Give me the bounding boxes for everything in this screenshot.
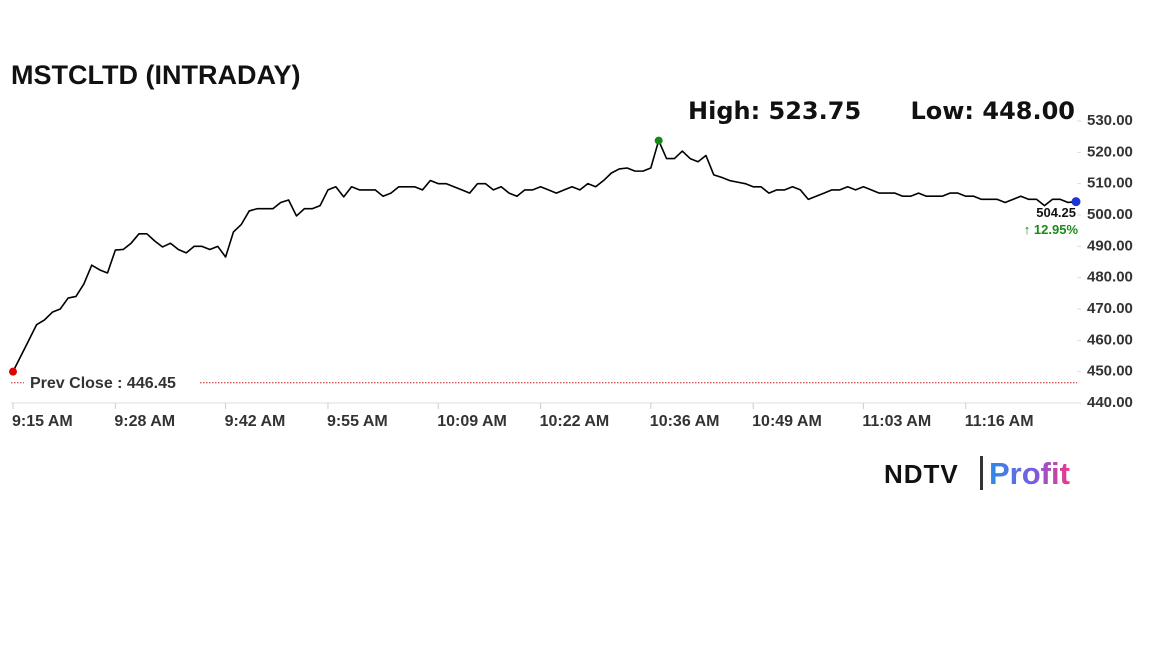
y-tick-label: 460.00 xyxy=(1087,331,1133,348)
x-tick-label: 10:49 AM xyxy=(752,413,822,430)
prev-close-label: Prev Close : 446.45 xyxy=(30,375,176,392)
low-label: Low: 448.00 xyxy=(910,97,1075,125)
y-tick-label: 480.00 xyxy=(1087,269,1133,286)
price-line xyxy=(12,139,1077,373)
y-tick-label: 450.00 xyxy=(1087,363,1133,380)
chart-title: MSTCLTD (INTRADAY) xyxy=(11,60,300,90)
change-label: ↑ 12.95% xyxy=(1024,222,1079,237)
y-tick-label: 490.00 xyxy=(1087,237,1133,254)
x-tick-label: 11:16 AM xyxy=(965,413,1034,430)
y-tick-label: 510.00 xyxy=(1087,175,1133,192)
y-tick-label: 440.00 xyxy=(1087,394,1133,411)
x-tick-label: 9:28 AM xyxy=(114,413,175,430)
x-tick-label: 10:36 AM xyxy=(650,413,720,430)
y-tick-label: 520.00 xyxy=(1087,143,1133,160)
x-tick-label: 9:55 AM xyxy=(327,413,388,430)
x-tick-label: 9:42 AM xyxy=(225,413,286,430)
y-tick-label: 470.00 xyxy=(1087,300,1133,317)
x-tick-label: 9:15 AM xyxy=(12,413,73,430)
y-tick-label: 500.00 xyxy=(1087,206,1133,223)
logo-profit: Profit xyxy=(989,456,1070,491)
logo-divider xyxy=(980,456,983,490)
high-marker xyxy=(654,136,663,145)
logo-ndtv: NDTV xyxy=(884,459,959,489)
x-tick-label: 11:03 AM xyxy=(862,413,931,430)
high-label: High: 523.75 xyxy=(688,97,861,125)
x-tick-label: 10:09 AM xyxy=(437,413,507,430)
x-tick-label: 10:22 AM xyxy=(540,413,610,430)
y-tick-label: 530.00 xyxy=(1087,112,1133,129)
prev-close-bg xyxy=(24,372,200,393)
first-marker xyxy=(9,367,17,376)
last-price-label: 504.25 xyxy=(1036,205,1076,220)
last-marker xyxy=(1071,197,1081,207)
